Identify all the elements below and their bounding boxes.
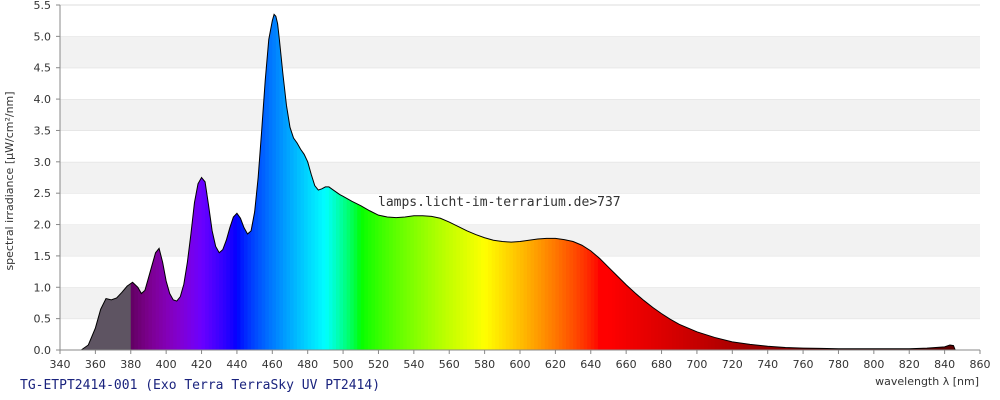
spectrum-slice xyxy=(268,14,273,350)
x-tick-label: 540 xyxy=(403,358,424,371)
grid-band xyxy=(60,193,980,225)
y-tick-label: 1.5 xyxy=(34,250,52,263)
y-tick-label: 4.5 xyxy=(34,62,52,75)
x-tick-label: 740 xyxy=(757,358,778,371)
spectrum-slice xyxy=(198,14,203,350)
grid-band xyxy=(60,36,980,68)
y-tick-label: 2.0 xyxy=(34,219,52,232)
x-tick-label: 420 xyxy=(191,358,212,371)
spectrum-slice xyxy=(279,14,284,350)
x-tick-label: 660 xyxy=(616,358,637,371)
x-axis-label: wavelength λ [nm] xyxy=(875,375,979,388)
y-tick-label: 0.5 xyxy=(34,313,52,326)
x-tick-label: 720 xyxy=(722,358,743,371)
spectrum-slice xyxy=(297,14,302,350)
spectrum-slice xyxy=(304,14,309,350)
spectrum-slice xyxy=(307,14,312,350)
spectrum-slice xyxy=(275,14,280,350)
x-tick-label: 640 xyxy=(580,358,601,371)
x-axis-ticks: 340 360 380 400 420 440 460 480 500 520 540 560 580 6… xyxy=(50,350,991,371)
spectrum-line xyxy=(80,13,956,351)
x-tick-label: 760 xyxy=(793,358,814,371)
spectrum-slice xyxy=(290,14,295,350)
x-tick-label: 840 xyxy=(934,358,955,371)
x-tick-label: 560 xyxy=(439,358,460,371)
y-tick-label: 3.5 xyxy=(34,124,52,137)
grid-band xyxy=(60,130,980,162)
x-tick-label: 480 xyxy=(297,358,318,371)
spectrum-slice xyxy=(286,14,291,350)
y-tick-label: 3.0 xyxy=(34,156,52,169)
x-tick-label: 520 xyxy=(368,358,389,371)
x-tick-label: 680 xyxy=(651,358,672,371)
x-tick-label: 860 xyxy=(970,358,991,371)
y-axis-label: spectral irradiance [µW/cm²/nm] xyxy=(3,91,16,270)
spectrum-slice xyxy=(201,14,206,350)
x-tick-label: 580 xyxy=(474,358,495,371)
y-tick-label: 4.0 xyxy=(34,93,52,106)
x-tick-label: 820 xyxy=(899,358,920,371)
spectrum-slice xyxy=(265,14,270,350)
x-tick-label: 340 xyxy=(50,358,71,371)
grid-band xyxy=(60,99,980,131)
y-tick-label: 5.0 xyxy=(34,30,52,43)
y-tick-label: 2.5 xyxy=(34,187,52,200)
y-axis-ticks: 0.0 0.5 1.0 1.5 2.0 2.5 3.0 3.5 4.0 4.5 5.0 5.5 xyxy=(34,0,60,357)
x-tick-label: 800 xyxy=(863,358,884,371)
spectrum-slice xyxy=(293,14,298,350)
x-tick-label: 360 xyxy=(85,358,106,371)
x-tick-label: 440 xyxy=(226,358,247,371)
y-tick-label: 0.0 xyxy=(34,344,52,357)
x-tick-label: 400 xyxy=(156,358,177,371)
grid-band xyxy=(60,161,980,194)
spectrum-slice xyxy=(261,14,266,350)
y-tick-label: 5.5 xyxy=(34,0,52,12)
x-tick-label: 700 xyxy=(686,358,707,371)
x-tick-label: 500 xyxy=(333,358,354,371)
spectrum-slice xyxy=(282,14,288,350)
x-tick-label: 620 xyxy=(545,358,566,371)
chart-watermark: lamps.licht-im-terrarium.de>737 xyxy=(378,195,621,210)
grid-band xyxy=(60,67,980,100)
spectrum-slice xyxy=(272,14,277,350)
spectrum-slice xyxy=(300,14,305,350)
spectrum-slice xyxy=(258,14,263,350)
chart-caption: TG-ETPT2414-001 (Exo Terra TerraSky UV P… xyxy=(20,378,380,393)
x-tick-label: 460 xyxy=(262,358,283,371)
y-tick-label: 1.0 xyxy=(34,281,52,294)
x-tick-label: 600 xyxy=(510,358,531,371)
x-tick-label: 780 xyxy=(828,358,849,371)
grid-band xyxy=(60,5,980,37)
x-tick-label: 380 xyxy=(120,358,141,371)
